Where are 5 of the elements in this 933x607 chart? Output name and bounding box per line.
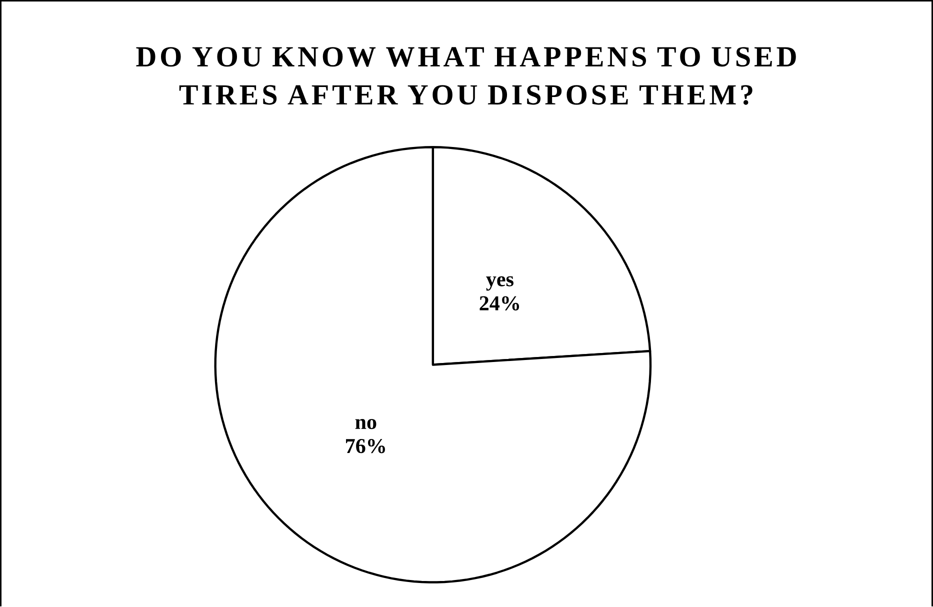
slice-label: yes (486, 276, 514, 291)
slice-label: no (355, 418, 376, 430)
data-label: 76% (346, 438, 385, 454)
chart-title: DO YOU KNOW WHAT HAPPENS TO USED TIRES AFTER YOU DISPOSE THEM? (136, 47, 796, 105)
data-label: 24% (480, 296, 520, 310)
